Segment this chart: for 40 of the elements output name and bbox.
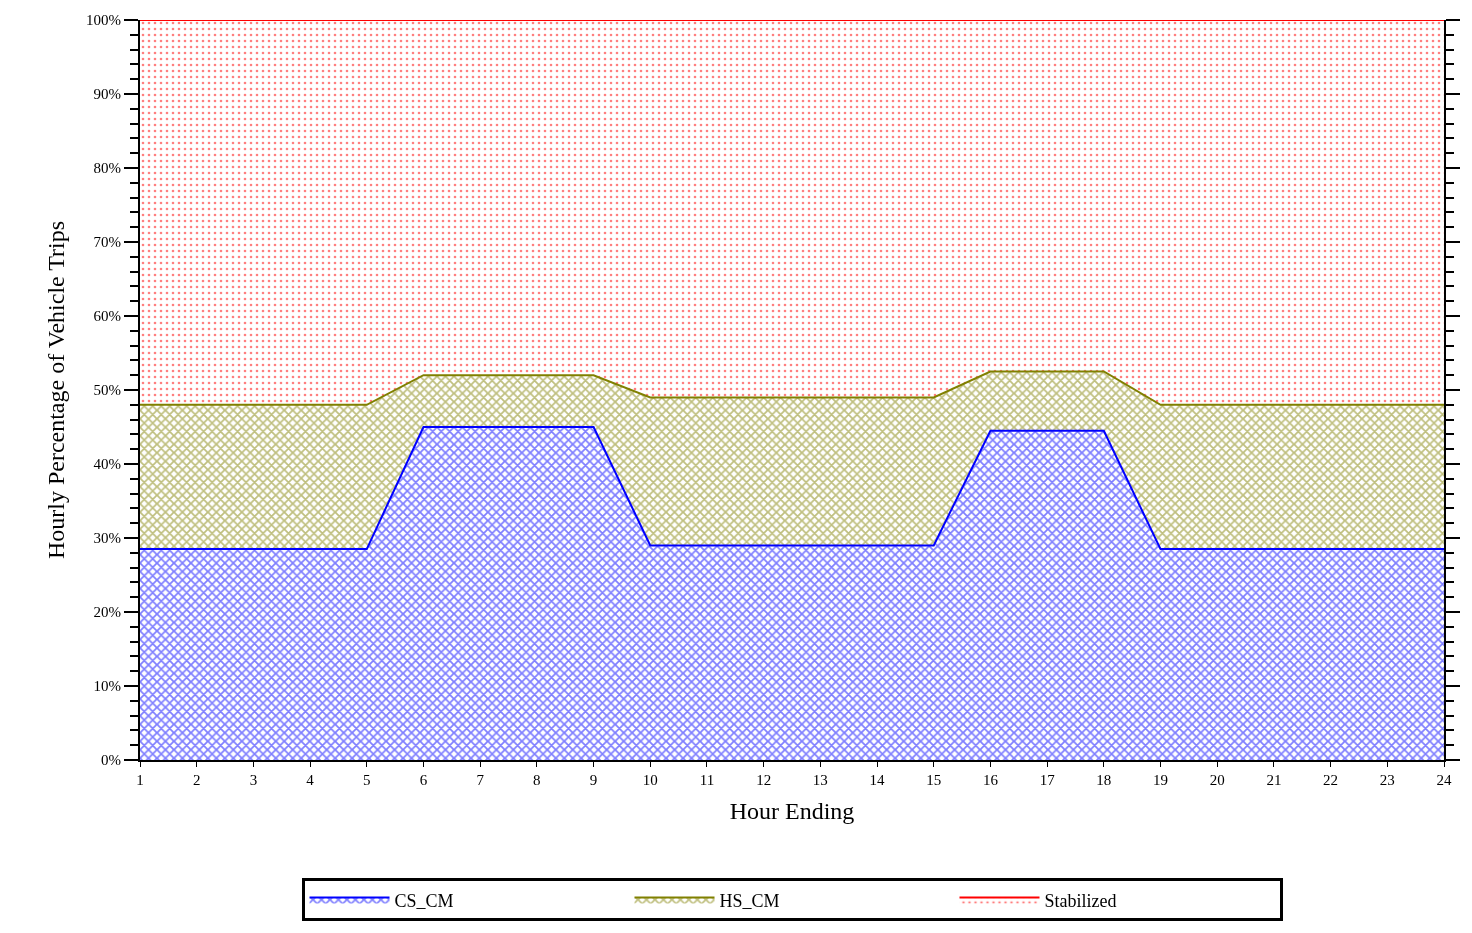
x-tick-label: 3 [249, 772, 258, 788]
x-tick-label: 13 [812, 772, 828, 788]
x-tick-label: 17 [1039, 772, 1056, 788]
y-tick-label: 50% [93, 382, 121, 399]
y-tick-label: 0% [101, 752, 121, 769]
x-tick-label: 1 [136, 772, 144, 788]
x-tick-label: 19 [1153, 772, 1169, 788]
x-tick-label: 15 [926, 772, 942, 788]
x-tick-label: 9 [589, 772, 598, 788]
x-tick-label: 24 [1436, 772, 1452, 788]
x-tick-label: 5 [363, 772, 371, 788]
legend-label: Stabilized [1044, 890, 1117, 911]
y-tick-label: 80% [93, 160, 121, 177]
x-tick-label: 11 [699, 772, 715, 788]
y-axis-title: Hourly Percentage of Vehicle Trips [42, 220, 69, 560]
legend-label: HS_CM [719, 890, 780, 911]
x-tick-label: 4 [306, 772, 315, 788]
x-tick-label: 18 [1096, 772, 1112, 788]
x-tick-label: 7 [476, 772, 485, 788]
y-tick-label: 10% [93, 678, 121, 695]
y-tick-label: 100% [86, 12, 121, 29]
x-tick-label: 21 [1266, 772, 1282, 788]
y-tick-label: 20% [93, 604, 121, 621]
x-tick-label: 10 [642, 772, 658, 788]
y-tick-label: 90% [93, 86, 121, 103]
x-tick-label: 23 [1379, 772, 1395, 788]
x-tick-label: 8 [533, 772, 541, 788]
y-tick-label: 60% [93, 308, 121, 325]
y-tick-label: 70% [93, 234, 121, 251]
x-tick-label: 2 [192, 772, 201, 788]
x-tick-label: 20 [1209, 772, 1225, 788]
x-tick-label: 6 [419, 772, 428, 788]
x-tick-label: 22 [1323, 772, 1339, 788]
y-tick-label: 30% [93, 530, 121, 547]
x-tick-label: 12 [756, 772, 772, 788]
x-axis-title: Hour Ending [729, 797, 855, 824]
legend-label: CS_CM [394, 890, 454, 911]
x-tick-label: 14 [869, 772, 886, 788]
x-tick-label: 16 [982, 772, 999, 788]
y-tick-label: 40% [93, 456, 121, 473]
